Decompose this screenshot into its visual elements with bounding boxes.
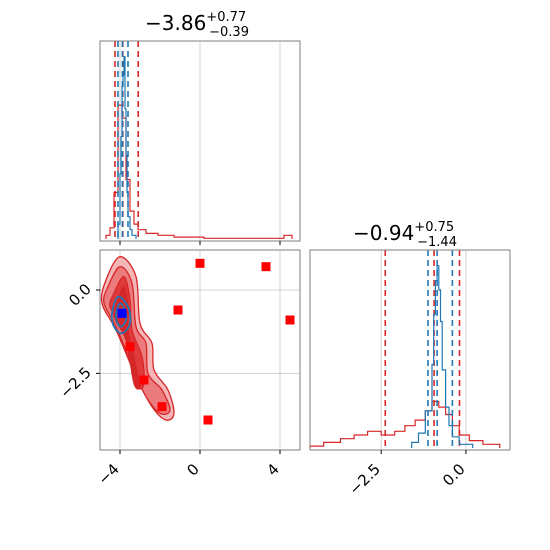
red-square-marker [125,342,135,352]
red-square-marker [203,415,213,425]
red-square-marker [195,258,205,268]
red-square-marker [261,262,271,272]
red-square-marker [157,402,167,412]
red-square-marker [173,305,183,315]
panel-title-bottom-right: −0.94+0.75 −1.44 [353,220,457,250]
red-square-marker [285,315,295,325]
x-tick-label: −4 [94,460,122,488]
blue-contour-0 [110,295,132,335]
histogram-series-0 [105,104,293,239]
histogram-panel-top-left: −3.86+0.77 −0.39 [99,10,301,245]
histogram-panel-bottom-right: −0.94+0.75 −1.44 −2.5 0.0 [309,220,511,499]
x-tick-label: −2.5 [346,460,384,498]
x-tick-label: 4 [263,460,282,479]
x-tick-label: 0.0 [439,460,469,490]
histogram-series-0 [309,400,501,448]
blue-square-marker [117,308,127,318]
scatter-panel-bottom-left: −4 0 4 0.0 −2.5 [56,249,301,488]
y-tick-label: 0.0 [65,280,95,310]
y-tick-label: −2.5 [56,363,94,401]
panel-title-top-left: −3.86+0.77 −0.39 [145,10,249,40]
red-square-marker [139,375,149,385]
blue-contour-1 [114,302,128,328]
histogram-series-1 [411,265,474,448]
histogram-series-1 [117,56,137,239]
x-tick-label: 0 [183,460,202,479]
panel-frame [309,249,511,451]
